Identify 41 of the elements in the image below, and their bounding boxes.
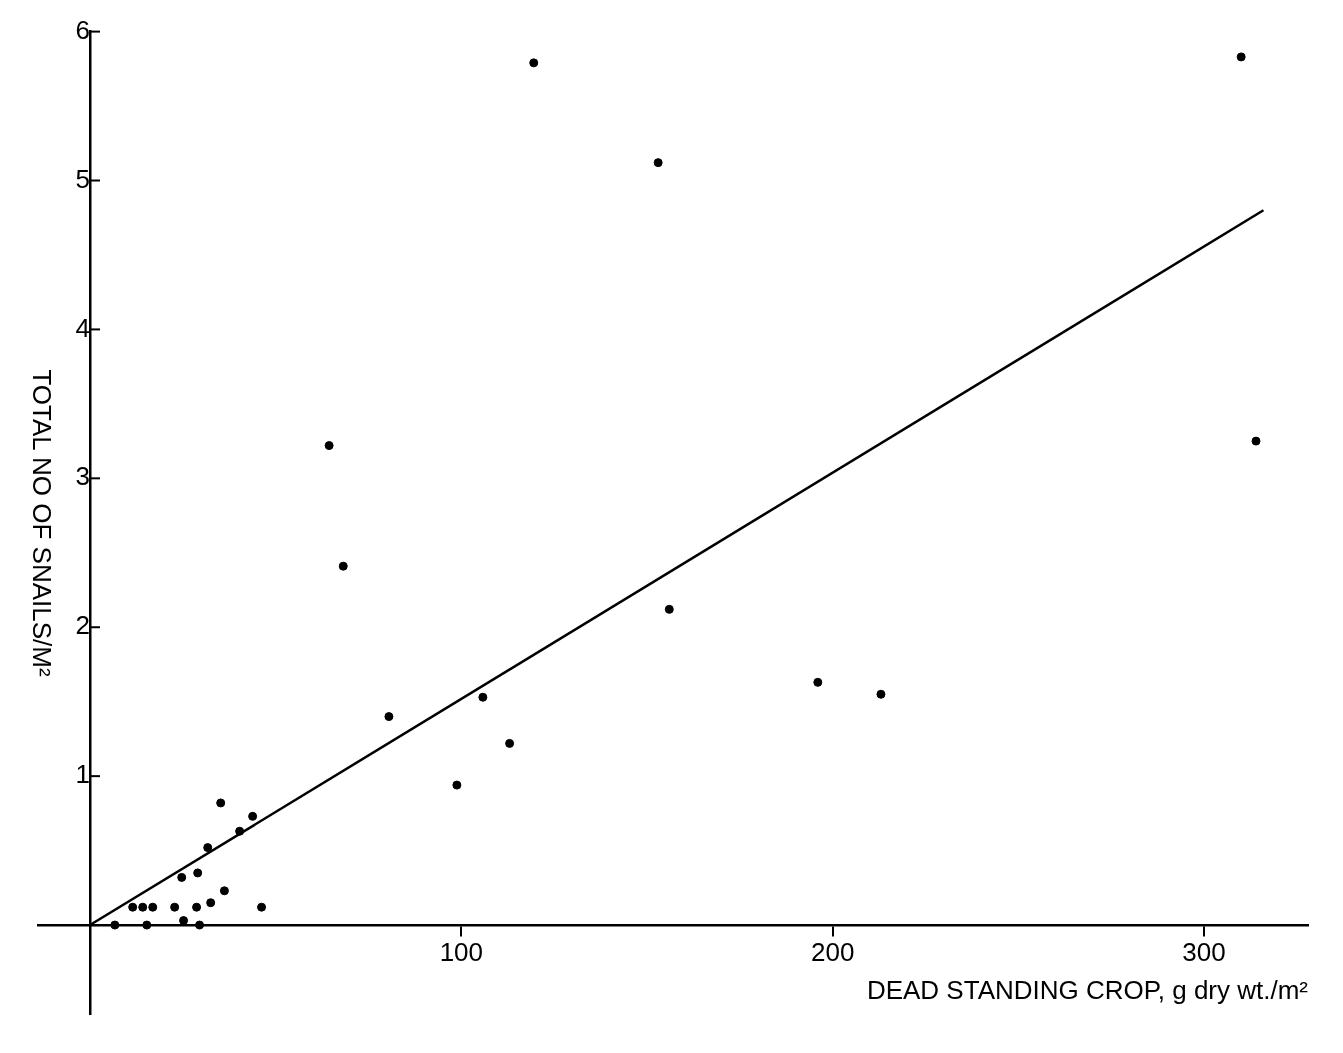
point — [664, 604, 674, 614]
point — [206, 898, 216, 908]
point — [235, 826, 245, 836]
point — [192, 902, 202, 912]
point — [338, 561, 348, 571]
y-tick-label: 3 — [75, 461, 90, 492]
point — [203, 843, 213, 853]
point — [110, 920, 120, 930]
point — [128, 902, 138, 912]
y-tick-label: 1 — [75, 759, 90, 790]
point — [170, 902, 180, 912]
point — [219, 886, 229, 896]
point — [478, 692, 488, 702]
point — [138, 902, 148, 912]
point — [529, 58, 539, 68]
point — [384, 712, 394, 722]
y-tick-label: 5 — [75, 163, 90, 194]
y-tick-label: 6 — [75, 14, 90, 45]
point — [653, 158, 663, 168]
point — [505, 738, 515, 748]
point — [452, 780, 462, 790]
point — [324, 441, 334, 451]
x-tick-label: 100 — [439, 936, 484, 967]
x-tick-label: 200 — [810, 936, 855, 967]
point — [813, 677, 823, 687]
point — [248, 811, 258, 821]
point — [142, 920, 152, 930]
y-axis-title: TOTAL NO OF SNAILS/M² — [26, 369, 57, 677]
point — [1251, 436, 1261, 446]
point — [193, 868, 203, 878]
y-tick-label: 4 — [75, 312, 90, 343]
x-tick-label: 300 — [1182, 936, 1226, 967]
point — [876, 689, 886, 699]
x-axis-title: DEAD STANDING CROP, g dry wt./m² — [866, 975, 1309, 1006]
point — [257, 902, 267, 912]
point — [195, 920, 205, 930]
point — [148, 902, 158, 912]
point — [216, 798, 226, 808]
point — [1236, 52, 1246, 62]
y-tick-label: 2 — [75, 610, 90, 641]
point — [177, 872, 187, 882]
